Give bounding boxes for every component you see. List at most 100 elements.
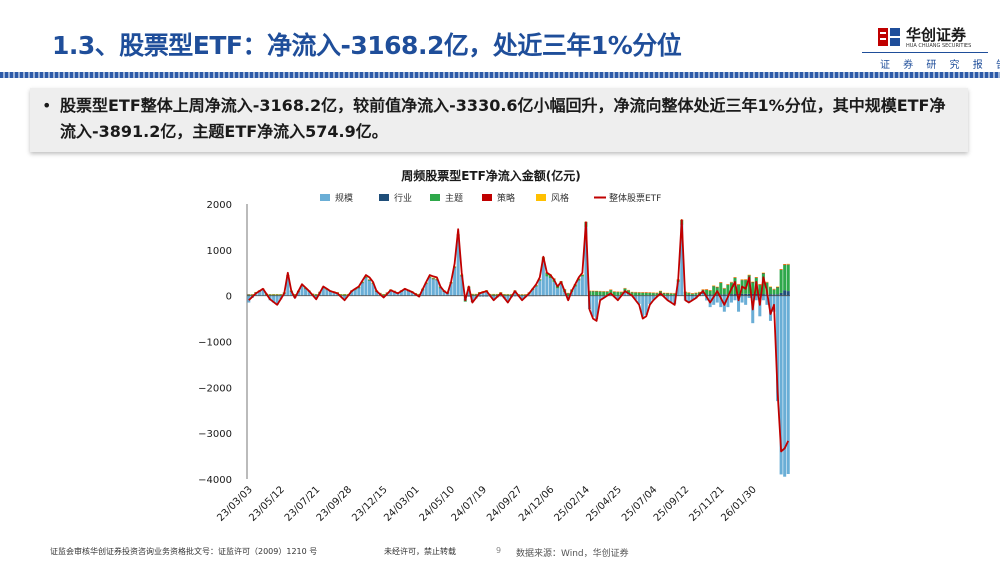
legend-label-1: 行业 [394, 192, 412, 204]
bar-industry-141 [747, 293, 751, 296]
logo-name: 华创证券 [906, 26, 967, 44]
bar-scale-50 [424, 284, 428, 296]
bar-scale-85 [548, 278, 552, 296]
bar-scale-112 [644, 295, 648, 315]
bar-scale-58 [453, 268, 457, 296]
footer-copyright: 未经许可，禁止转载 [384, 547, 456, 556]
bar-scale-35 [371, 284, 375, 296]
bar-scale-91 [570, 292, 574, 296]
bar-theme-52 [431, 278, 435, 280]
bar-theme-77 [520, 294, 524, 296]
x-tick-label-13: 25/09/12 [652, 484, 692, 524]
bar-scale-140 [744, 295, 748, 305]
bar-theme-126 [694, 293, 698, 295]
y-tick-label-2: 0 [226, 292, 232, 303]
bar-scale-33 [364, 278, 368, 296]
bar-theme-149 [776, 287, 780, 295]
bar-theme-144 [758, 284, 762, 295]
bar-scale-145 [761, 295, 765, 301]
bar-scale-36 [375, 292, 379, 296]
bar-scale-41 [392, 292, 396, 296]
bar-scale-55 [442, 292, 446, 296]
bar-theme-102 [609, 290, 613, 294]
bar-scale-17 [307, 292, 311, 296]
legend-swatch-0 [320, 194, 330, 201]
bar-theme-82 [538, 279, 542, 281]
bar-theme-81 [534, 285, 538, 287]
bar-scale-14 [296, 292, 300, 296]
logo-mark-icon [878, 28, 900, 46]
bar-theme-142 [751, 282, 755, 294]
bar-theme-138 [737, 284, 741, 294]
bar-scale-100 [602, 295, 606, 298]
bar-scale-110 [637, 295, 641, 304]
y-tick-label-6: −4000 [198, 475, 232, 486]
bar-scale-29 [350, 292, 354, 296]
x-tick-label-1: 23/05/12 [247, 484, 287, 524]
bar-theme-73 [506, 294, 510, 296]
bar-theme-27 [343, 294, 347, 296]
bar-theme-97 [591, 291, 595, 296]
bar-scale-111 [641, 295, 645, 317]
bar-scale-7 [272, 295, 276, 303]
bar-scale-128 [701, 293, 705, 296]
bar-scale-62 [467, 288, 471, 296]
bar-scale-114 [651, 295, 655, 300]
bar-theme-84 [545, 272, 549, 277]
page-title: 1.3、股票型ETF：净流入-3168.2亿，处近三年1%分位 [52, 31, 682, 60]
bar-scale-73 [506, 295, 510, 302]
bar-theme-129 [705, 290, 709, 295]
bar-theme-99 [598, 291, 602, 296]
bar-scale-148 [772, 295, 776, 312]
bar-theme-109 [634, 292, 638, 296]
legend-swatch-1 [379, 194, 389, 201]
chart-title: 周频股票型ETF净流入金额(亿元) [401, 168, 581, 183]
bar-theme-116 [658, 291, 662, 294]
bar-theme-32 [360, 282, 364, 283]
bar-theme-38 [382, 294, 386, 296]
bar-scale-75 [513, 292, 517, 296]
bar-theme-69 [492, 294, 496, 296]
bar-scale-57 [449, 283, 453, 296]
bar-scale-98 [595, 295, 599, 319]
legend-label-4: 风格 [551, 192, 569, 204]
bar-theme-147 [768, 287, 772, 295]
bar-industry-131 [712, 294, 716, 296]
bar-scale-82 [538, 280, 542, 296]
bar-theme-72 [502, 294, 506, 296]
bullet-dot-icon: • [42, 96, 52, 115]
bar-scale-118 [666, 295, 670, 300]
bar-scale-40 [389, 291, 393, 296]
bar-scale-135 [726, 295, 730, 308]
bar-scale-45 [406, 291, 410, 296]
x-tick-label-15: 26/01/30 [719, 484, 759, 524]
bar-scale-133 [719, 295, 723, 308]
bar-theme-112 [644, 292, 648, 296]
bar-scale-141 [747, 295, 751, 298]
bar-theme-51 [428, 276, 432, 278]
bar-scale-138 [737, 295, 741, 312]
logo-name-en: HUA CHUANG SECURITIES [906, 43, 972, 49]
y-tick-label-4: −2000 [198, 383, 232, 394]
bar-theme-8 [275, 294, 279, 296]
bar-scale-66 [481, 292, 485, 296]
bar-industry-126 [694, 294, 698, 296]
bar-industry-148 [772, 294, 776, 296]
bar-scale-136 [729, 295, 733, 303]
bar-theme-70 [495, 294, 499, 296]
legend-swatch-3 [482, 194, 492, 201]
bar-scale-34 [367, 281, 371, 296]
bar-scale-125 [690, 295, 694, 301]
company-logo: 华创证券 HUA CHUANG SECURITIES [876, 24, 986, 54]
bar-theme-1 [250, 294, 254, 296]
bar-theme-131 [712, 286, 716, 295]
bar-scale-42 [396, 293, 400, 296]
bar-scale-32 [360, 283, 364, 296]
footer-source: 数据来源：Wind，华创证券 [516, 549, 629, 559]
bar-theme-64 [474, 294, 478, 296]
x-tick-label-3: 23/09/28 [315, 484, 355, 524]
bar-theme-110 [637, 292, 641, 296]
bar-theme-152 [786, 264, 790, 292]
bar-industry-133 [719, 294, 723, 296]
x-tick-label-11: 25/04/25 [584, 484, 624, 524]
